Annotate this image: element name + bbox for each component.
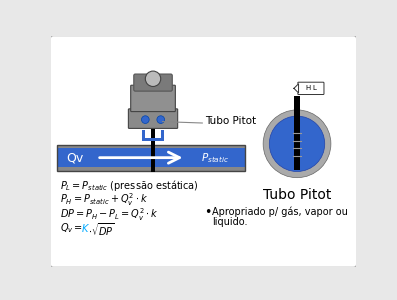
Text: •: •	[204, 206, 212, 219]
Text: $K$: $K$	[81, 222, 91, 234]
Bar	[161, 130, 164, 141]
Text: Apropriado p/ gás, vapor ou: Apropriado p/ gás, vapor ou	[212, 206, 348, 217]
Bar	[57, 145, 245, 148]
Text: L: L	[313, 85, 317, 91]
FancyBboxPatch shape	[134, 74, 172, 91]
Text: Tubo Pitot: Tubo Pitot	[263, 188, 331, 203]
Circle shape	[263, 110, 331, 178]
Bar	[57, 145, 245, 171]
Text: $P_{static}$: $P_{static}$	[201, 151, 229, 165]
Bar	[142, 138, 164, 141]
Bar	[57, 145, 245, 171]
FancyBboxPatch shape	[298, 82, 324, 94]
Bar	[142, 130, 145, 141]
FancyBboxPatch shape	[131, 85, 175, 112]
Text: $\cdot \sqrt{DP}$: $\cdot \sqrt{DP}$	[89, 222, 115, 238]
Text: $P_L = P_{static}$ (pressão estática): $P_L = P_{static}$ (pressão estática)	[60, 178, 198, 194]
Bar	[57, 167, 245, 171]
Bar	[294, 96, 300, 170]
Text: liquido.: liquido.	[212, 217, 248, 227]
Circle shape	[157, 116, 165, 124]
FancyBboxPatch shape	[128, 109, 178, 128]
Bar	[152, 145, 155, 172]
FancyBboxPatch shape	[50, 35, 357, 268]
Circle shape	[145, 71, 161, 86]
Text: H: H	[305, 85, 310, 91]
Circle shape	[141, 116, 149, 124]
Polygon shape	[294, 84, 299, 93]
Text: Tubo Pitot: Tubo Pitot	[204, 116, 256, 127]
Text: $Q_v = $: $Q_v = $	[60, 222, 83, 236]
Text: Qv: Qv	[66, 151, 83, 164]
Bar	[152, 128, 155, 145]
Text: $P_H = P_{static} + Q_v^2 \cdot k$: $P_H = P_{static} + Q_v^2 \cdot k$	[60, 191, 148, 208]
Circle shape	[269, 116, 325, 172]
Text: $DP = P_H - P_L = Q_v^2 \cdot k$: $DP = P_H - P_L = Q_v^2 \cdot k$	[60, 206, 158, 223]
